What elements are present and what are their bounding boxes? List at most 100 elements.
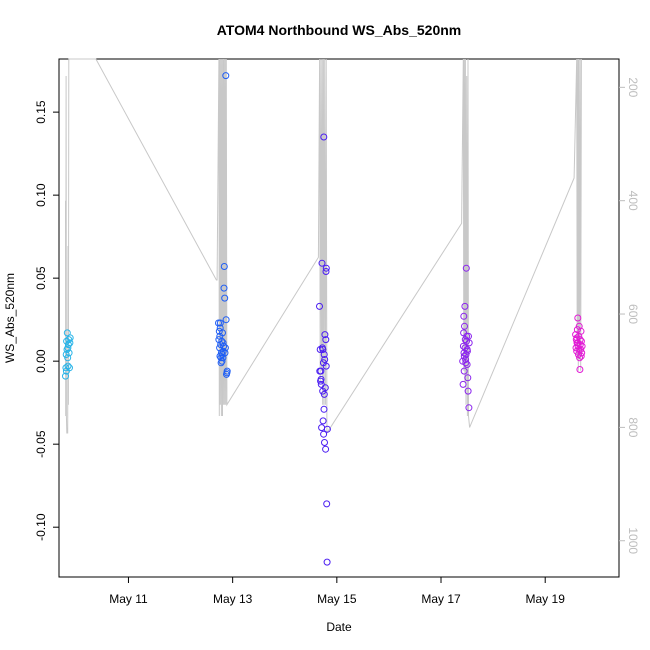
data-point: [318, 259, 326, 267]
data-point: [220, 263, 228, 270]
x-tick-label: May 11: [109, 592, 148, 606]
points-layer: [62, 72, 586, 566]
data-point: [317, 367, 325, 375]
right-tick-label: 800: [626, 417, 640, 437]
data-point: [460, 367, 468, 375]
right-tick-label: 600: [626, 304, 640, 324]
data-point: [65, 349, 73, 357]
y-tick-label: 0.05: [34, 266, 48, 290]
data-point: [321, 356, 329, 363]
data-point: [462, 351, 470, 358]
data-point: [64, 354, 72, 362]
x-tick-label: May 19: [526, 592, 566, 606]
x-tick-label: May 17: [421, 592, 461, 606]
data-point: [222, 316, 230, 324]
data-point: [323, 500, 331, 508]
data-point: [62, 372, 69, 380]
data-point: [223, 367, 231, 375]
data-point: [323, 425, 331, 433]
data-point: [221, 294, 229, 302]
data-point: [66, 334, 74, 342]
data-point: [461, 322, 468, 330]
data-point: [320, 405, 328, 413]
data-point: [64, 362, 72, 370]
data-point: [459, 380, 467, 388]
data-point: [322, 362, 330, 370]
data-point: [576, 336, 584, 344]
data-point: [64, 341, 72, 349]
y-tick-label: 0.10: [34, 183, 48, 207]
data-point: [320, 390, 328, 398]
data-point: [318, 424, 326, 432]
data-point: [320, 351, 328, 358]
data-point: [216, 332, 224, 340]
data-point: [218, 357, 226, 365]
data-point: [64, 344, 72, 352]
plot-frame: [58, 58, 620, 578]
data-point: [577, 337, 585, 345]
right-tick-label: 400: [626, 191, 640, 211]
data-point: [222, 72, 230, 80]
y-axis-right: 200 400 600 800 1000: [619, 77, 640, 554]
data-point: [63, 329, 71, 337]
data-point: [322, 445, 330, 453]
data-point: [575, 346, 583, 353]
data-point: [460, 312, 468, 320]
data-point: [577, 352, 585, 360]
y-tick-label: -0.10: [34, 513, 48, 541]
data-point: [221, 349, 229, 357]
y-tick-label: -0.05: [34, 430, 48, 458]
data-point: [462, 264, 470, 272]
x-axis-label: Date: [326, 620, 352, 634]
y-axis: -0.10 -0.05 0.00 0.05 0.10 0.15: [34, 100, 59, 541]
data-point: [322, 264, 330, 272]
data-point: [323, 558, 331, 566]
data-point: [464, 387, 472, 395]
data-point: [461, 344, 469, 352]
data-point: [62, 367, 70, 375]
chart-title: ATOM4 Northbound WS_Abs_520nm: [217, 22, 462, 38]
data-point: [574, 314, 582, 322]
data-point: [461, 302, 469, 310]
data-point: [217, 354, 225, 362]
data-point: [220, 284, 228, 292]
data-point: [220, 342, 228, 350]
data-point: [460, 352, 468, 360]
data-point: [321, 384, 329, 392]
data-point: [464, 374, 472, 382]
x-axis: May 11 May 13 May 15 May 17 May 19: [109, 577, 565, 606]
data-point: [462, 356, 470, 363]
data-point: [573, 326, 581, 334]
right-tick-label: 200: [626, 77, 640, 97]
data-point: [321, 331, 329, 339]
data-point: [316, 302, 323, 310]
data-point: [219, 339, 227, 347]
y-tick-label: 0.15: [34, 100, 48, 124]
data-point: [462, 359, 470, 367]
data-point: [465, 404, 473, 412]
data-point: [317, 375, 325, 383]
x-tick-label: May 13: [213, 592, 253, 606]
data-point: [322, 268, 330, 275]
data-point: [463, 361, 471, 368]
data-point: [320, 133, 328, 141]
data-point: [322, 336, 330, 344]
data-point: [463, 337, 470, 345]
data-point: [320, 430, 328, 438]
data-point: [460, 329, 468, 337]
y-axis-label: WS_Abs_520nm: [3, 273, 17, 363]
x-tick-label: May 15: [317, 592, 357, 606]
data-point: [319, 417, 327, 425]
data-point: [216, 324, 224, 332]
data-point: [62, 364, 70, 372]
data-point: [216, 319, 224, 327]
data-point: [316, 346, 324, 353]
data-point: [65, 336, 73, 344]
data-point: [577, 327, 585, 335]
data-point: [463, 346, 471, 353]
y-tick-label: 0.00: [34, 349, 48, 373]
right-tick-label: 1000: [626, 527, 640, 554]
data-point: [319, 346, 327, 353]
data-point: [321, 439, 328, 446]
